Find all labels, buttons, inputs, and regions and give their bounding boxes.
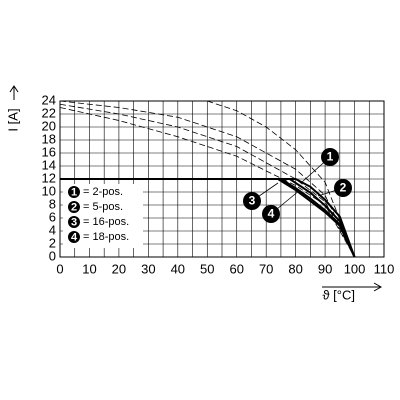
legend-label: = 2-pos.: [83, 186, 123, 198]
x-tick-label: 100: [344, 261, 366, 276]
legend-marker: [68, 231, 80, 243]
x-tick-label: 50: [200, 261, 214, 276]
y-tick-label: 12: [42, 170, 56, 185]
y-tick-label: 2: [49, 235, 56, 250]
x-tick-label: 60: [229, 261, 243, 276]
y-tick-label: 4: [49, 222, 56, 237]
y-tick-label: 14: [42, 157, 56, 172]
x-arrow: [322, 282, 383, 292]
x-tick-label: 20: [112, 261, 126, 276]
legend-label: = 18-pos.: [83, 231, 129, 243]
legend-number: 3: [71, 216, 77, 228]
y-tick-label: 10: [42, 183, 56, 198]
line: [60, 178, 356, 258]
legend-marker: [68, 186, 80, 198]
legend-label: = 5-pos.: [83, 201, 123, 213]
legend-label: = 16-pos.: [83, 216, 129, 228]
x-tick-label: 30: [141, 261, 155, 276]
callout-number: 3: [249, 194, 256, 208]
dashed-line: [59, 100, 355, 258]
dashed-line: [59, 103, 355, 258]
legend-number: 2: [71, 201, 77, 213]
x-tick-label: 0: [56, 261, 63, 276]
callout-number: 1: [327, 150, 334, 164]
legend-number: 4: [71, 231, 78, 243]
x-tick-label: 40: [171, 261, 185, 276]
callout-marker: [262, 205, 280, 223]
x-tick-label: 10: [82, 261, 96, 276]
callout-marker: [334, 179, 352, 197]
legend-marker: [68, 216, 80, 228]
y-axis-label: I [A]: [5, 108, 20, 131]
y-tick-label: 8: [49, 196, 56, 211]
y-tick-label: 24: [42, 92, 56, 107]
y-tick-label: 16: [42, 144, 56, 159]
x-tick-label: 110: [374, 261, 395, 276]
x-axis-label: ϑ [°C]: [322, 287, 355, 302]
legend-marker: [68, 201, 80, 213]
y-tick-label: 0: [49, 248, 56, 263]
y-tick-label: 20: [42, 118, 56, 133]
x-tick-label: 90: [318, 261, 332, 276]
legend-number: 1: [71, 186, 77, 198]
y-tick-label: 18: [42, 131, 56, 146]
y-arrow: [9, 85, 19, 100]
x-tick-label: 70: [259, 261, 273, 276]
y-tick-label: 6: [49, 209, 56, 224]
dashed-line: [207, 100, 355, 258]
y-tick-label: 22: [42, 105, 56, 120]
callout-number: 2: [340, 181, 347, 195]
callout-number: 4: [268, 207, 275, 221]
callout-marker: [321, 148, 339, 166]
x-tick-label: 80: [288, 261, 302, 276]
callout-marker: [243, 192, 261, 210]
